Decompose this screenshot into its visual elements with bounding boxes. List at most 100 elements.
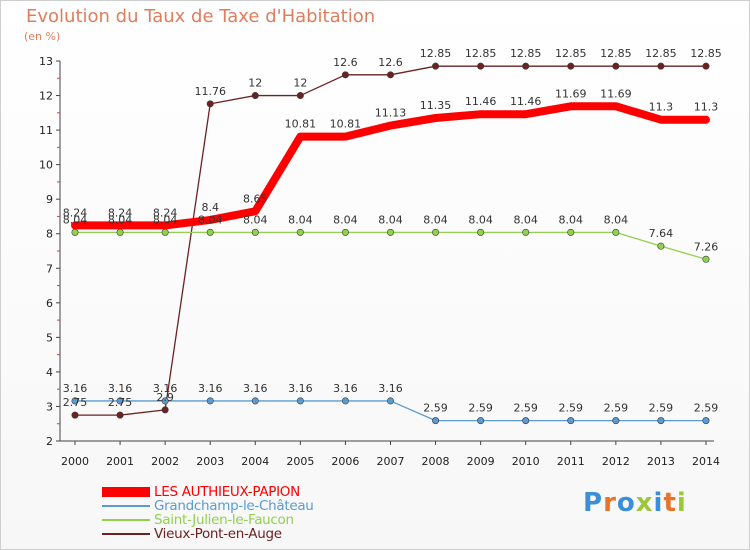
data-label-grandchamp-le-ch-teau: 2.59 [513, 402, 538, 415]
y-tick-label: 2 [46, 435, 53, 448]
data-label-vieux-pont-en-auge: 12.85 [690, 47, 722, 60]
data-point-saint-julien-le-faucon [116, 228, 124, 236]
legend-label: Saint-Julien-le-Faucon [154, 512, 294, 528]
data-point-saint-julien-le-faucon [386, 228, 394, 236]
data-label-vieux-pont-en-auge: 12.85 [555, 47, 587, 60]
data-label-saint-julien-le-faucon: 7.26 [694, 240, 719, 253]
data-label-grandchamp-le-ch-teau: 3.16 [198, 382, 223, 395]
chart-series [71, 62, 710, 425]
logo-letter: x [635, 488, 654, 518]
y-tick-label: 5 [46, 331, 53, 344]
data-label-grandchamp-le-ch-teau: 3.16 [108, 382, 133, 395]
data-point-vieux-pont-en-auge [341, 71, 349, 79]
data-point-vieux-pont-en-auge [71, 411, 79, 419]
data-point-grandchamp-le-ch-teau [71, 397, 79, 405]
data-label-grandchamp-le-ch-teau: 3.16 [243, 382, 268, 395]
logo-letter: o [616, 488, 636, 518]
y-tick-label: 6 [46, 297, 53, 310]
data-point-saint-julien-le-faucon [161, 228, 169, 236]
data-label-grandchamp-le-ch-teau: 2.59 [694, 402, 719, 415]
data-label-les-authieux-papion: 11.69 [555, 87, 587, 100]
proxiti-logo: Proxiti [583, 488, 687, 518]
data-point-vieux-pont-en-auge [567, 62, 575, 70]
legend-label: Vieux-Pont-en-Auge [154, 526, 282, 542]
legend-item-saint-julien-le-faucon: Saint-Julien-le-Faucon [102, 512, 402, 528]
x-tick-label: 2001 [106, 455, 134, 468]
data-label-vieux-pont-en-auge: 12.85 [510, 47, 542, 60]
data-label-saint-julien-le-faucon: 8.04 [423, 213, 448, 226]
y-tick-label: 3 [46, 400, 53, 413]
legend-item-grandchamp-le-ch-teau: Grandchamp-le-Château [102, 498, 402, 514]
data-point-vieux-pont-en-auge [702, 62, 710, 70]
data-label-grandchamp-le-ch-teau: 2.59 [423, 402, 448, 415]
x-tick-label: 2000 [61, 455, 89, 468]
data-label-les-authieux-papion: 10.81 [285, 118, 317, 131]
data-point-vieux-pont-en-auge [386, 71, 394, 79]
y-tick-label: 9 [46, 193, 53, 206]
data-point-saint-julien-le-faucon [296, 228, 304, 236]
y-tick-label: 12 [39, 90, 53, 103]
data-label-vieux-pont-en-auge: 2.75 [63, 396, 88, 409]
data-label-saint-julien-le-faucon: 8.04 [378, 213, 403, 226]
x-tick-label: 2010 [512, 455, 540, 468]
line-chart: 2 3 4 5 6 7 8 9 10 11 12 13 2000 2001 2002 2003 2004 2005… [39, 47, 722, 468]
data-label-vieux-pont-en-auge: 11.76 [194, 85, 226, 98]
chart-data-labels: 2.75 2.75 2.9 11.76 12 12 12.6 12.6 12.85 12.85 12… [63, 47, 722, 414]
data-label-saint-julien-le-faucon: 8.04 [513, 213, 538, 226]
data-point-grandchamp-le-ch-teau [657, 417, 665, 425]
data-point-vieux-pont-en-auge [657, 62, 665, 70]
chart-unit-label: (en %) [24, 30, 61, 43]
data-label-saint-julien-le-faucon: 7.64 [649, 227, 674, 240]
data-point-vieux-pont-en-auge [522, 62, 530, 70]
data-label-les-authieux-papion: 11.35 [420, 99, 452, 112]
legend-swatch [102, 519, 150, 521]
legend-label: Grandchamp-le-Château [154, 498, 314, 514]
x-tick-label: 2012 [602, 455, 630, 468]
data-label-vieux-pont-en-auge: 2.9 [156, 391, 174, 404]
data-point-vieux-pont-en-auge [251, 92, 259, 100]
data-point-vieux-pont-en-auge [477, 62, 485, 70]
legend-swatch [102, 487, 150, 497]
data-point-grandchamp-le-ch-teau [296, 397, 304, 405]
data-point-vieux-pont-en-auge [206, 100, 214, 108]
data-point-saint-julien-le-faucon [251, 228, 259, 236]
x-tick-label: 2011 [557, 455, 585, 468]
data-label-vieux-pont-en-auge: 12.85 [600, 47, 632, 60]
logo-letter: P [583, 488, 604, 518]
data-label-vieux-pont-en-auge: 12 [293, 77, 307, 90]
data-label-les-authieux-papion: 11.3 [649, 101, 674, 114]
data-point-vieux-pont-en-auge [432, 62, 440, 70]
y-tick-label: 7 [46, 262, 53, 275]
data-point-grandchamp-le-ch-teau [251, 397, 259, 405]
data-point-grandchamp-le-ch-teau [522, 417, 530, 425]
data-label-les-authieux-papion: 8.65 [243, 192, 268, 205]
data-label-les-authieux-papion: 11.46 [510, 95, 542, 108]
x-tick-label: 2007 [376, 455, 404, 468]
data-point-vieux-pont-en-auge [116, 411, 124, 419]
data-label-vieux-pont-en-auge: 12 [248, 77, 262, 90]
data-label-grandchamp-le-ch-teau: 3.16 [288, 382, 313, 395]
data-label-grandchamp-le-ch-teau: 3.16 [63, 382, 88, 395]
data-label-saint-julien-le-faucon: 8.04 [333, 213, 358, 226]
data-label-les-authieux-papion: 8.24 [153, 206, 178, 219]
chart-title: Evolution du Taux de Taxe d'Habitation [26, 6, 376, 27]
data-label-vieux-pont-en-auge: 12.6 [378, 56, 403, 69]
data-label-saint-julien-le-faucon: 8.04 [63, 213, 88, 226]
y-tick-label: 13 [39, 55, 53, 68]
data-label-saint-julien-le-faucon: 8.04 [108, 213, 133, 226]
legend-item-vieux-pont-en-auge: Vieux-Pont-en-Auge [102, 526, 402, 542]
x-tick-label: 2009 [467, 455, 495, 468]
data-point-grandchamp-le-ch-teau [702, 417, 710, 425]
logo-letter: t [663, 488, 677, 518]
chart-legend: LES AUTHIEUX-PAPION Grandchamp-le-Château… [102, 484, 402, 542]
logo-letter: r [603, 488, 617, 518]
data-label-grandchamp-le-ch-teau: 2.59 [559, 402, 584, 415]
data-label-grandchamp-le-ch-teau: 3.16 [378, 382, 403, 395]
x-tick-label: 2002 [151, 455, 179, 468]
data-point-grandchamp-le-ch-teau [386, 397, 394, 405]
data-label-saint-julien-le-faucon: 8.04 [153, 213, 178, 226]
y-tick-label: 4 [46, 366, 53, 379]
data-label-saint-julien-le-faucon: 8.04 [604, 213, 629, 226]
data-label-les-authieux-papion: 11.13 [375, 107, 407, 120]
